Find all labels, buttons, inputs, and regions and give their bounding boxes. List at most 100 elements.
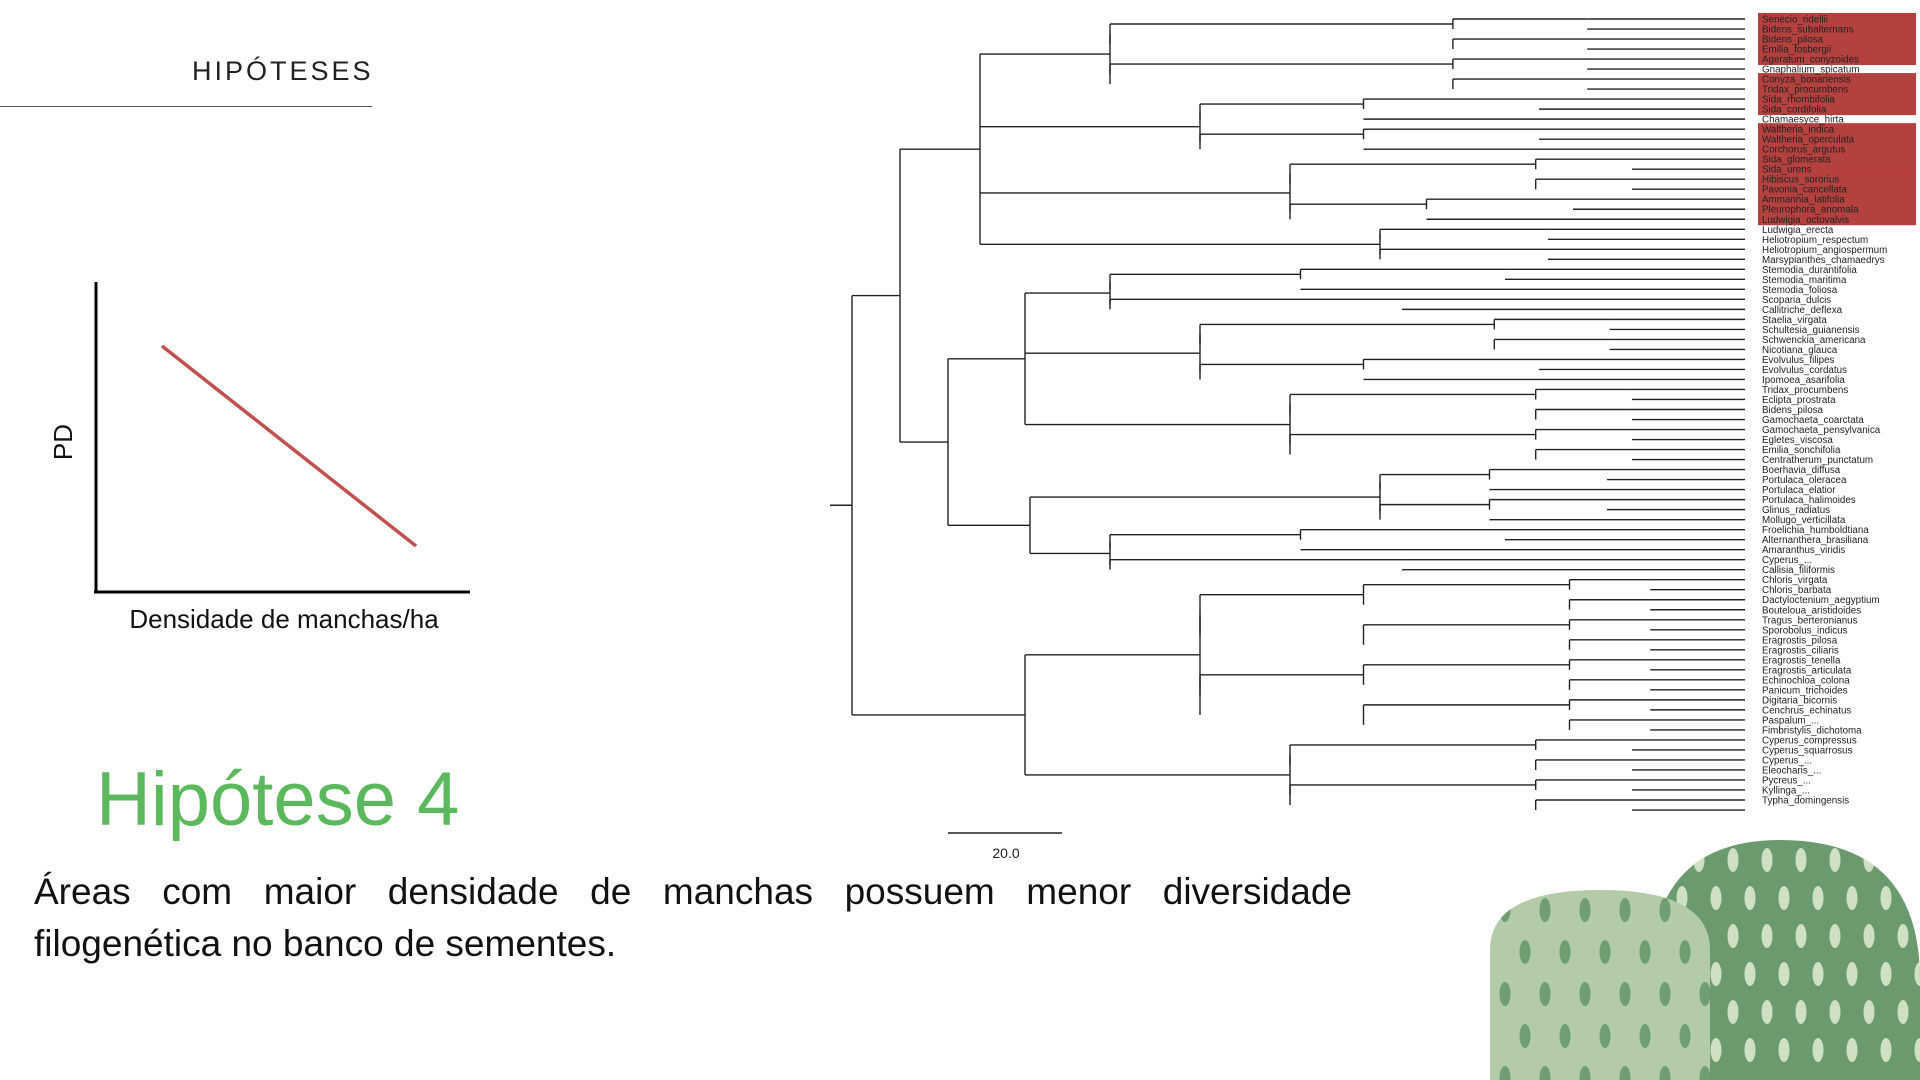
- tip-label: Sporobolus_indicus: [1762, 625, 1848, 636]
- leaf-dot: [1727, 1000, 1739, 1024]
- tip-label: Alternanthera_brasiliana: [1762, 535, 1869, 546]
- tip-label: Gnaphalium_spicatum: [1762, 65, 1859, 76]
- leaf-dot: [1744, 1038, 1756, 1062]
- leaf-dot: [1829, 1000, 1841, 1024]
- pd-density-chart: PD Densidade de manchas/ha: [48, 282, 470, 630]
- leaf-dot: [1897, 1000, 1909, 1024]
- leaf-dot: [1699, 1066, 1710, 1080]
- tip-label: Cyperus_compressus: [1762, 735, 1857, 746]
- tree-branches: [830, 18, 1745, 811]
- tip-label: Tragus_berteronianus: [1762, 615, 1858, 626]
- leaf-dot: [1619, 1066, 1631, 1080]
- leaf-dot: [1829, 924, 1841, 948]
- leaf-dot: [1519, 940, 1531, 964]
- tip-label: Waltheria_operculata: [1762, 135, 1855, 146]
- leaf-dot: [1539, 898, 1551, 922]
- leaf-dot: [1659, 898, 1671, 922]
- leaf-dot: [1795, 848, 1807, 872]
- tip-labels: Senecio_ridelliiBidens_subalternansBiden…: [1762, 15, 1887, 807]
- tip-label: Nicotiana_glauca: [1762, 345, 1838, 356]
- leaf-dot: [1761, 848, 1773, 872]
- tip-label: Pavonia_cancellata: [1762, 185, 1848, 196]
- leaf-dot: [1727, 924, 1739, 948]
- tip-label: Callisia_filiformis: [1762, 565, 1835, 576]
- tip-label: Sida_rhombifolia: [1762, 95, 1836, 106]
- leaf-dot: [1639, 1024, 1651, 1048]
- highlight-box: [1758, 123, 1916, 176]
- leaf-dot: [1914, 1038, 1920, 1062]
- leaf-dot: [1659, 1066, 1671, 1080]
- y-axis-label: PD: [48, 424, 78, 460]
- x-axis-label: Densidade de manchas/ha: [129, 604, 439, 630]
- leaf-dot: [1795, 1000, 1807, 1024]
- leaf-dot: [1795, 924, 1807, 948]
- section-label: HIPÓTESES: [192, 56, 374, 86]
- tip-label: Stemodia_foliosa: [1762, 285, 1838, 296]
- tip-label: Portulaca_oleracea: [1762, 475, 1847, 486]
- tip-label: Paspalum_...: [1762, 715, 1819, 726]
- leaf-dot: [1639, 940, 1651, 964]
- tip-label: Heliotropium_angiospermum: [1762, 245, 1887, 256]
- tip-label: Hibiscus_sororius: [1762, 175, 1839, 186]
- leaf-dot: [1679, 940, 1691, 964]
- tip-label: Conyza_bonariensis: [1762, 75, 1851, 86]
- leaf-dot: [1897, 848, 1909, 872]
- tip-label: Sida_glomerata: [1762, 155, 1831, 166]
- leaf-dot: [1619, 898, 1631, 922]
- tip-label: Eclipta_prostrata: [1762, 395, 1836, 406]
- highlight-box: [1758, 12, 1916, 66]
- tip-label: Schwenckia_americana: [1762, 335, 1866, 346]
- leaf-dot: [1880, 886, 1892, 910]
- trend-line: [160, 344, 418, 548]
- highlight-boxes: [1758, 12, 1916, 226]
- tip-label: Froelichia_humboldtiana: [1762, 525, 1869, 536]
- leaf-dot: [1812, 962, 1824, 986]
- leaf-dot: [1812, 886, 1824, 910]
- tip-label: Evolvulus_filipes: [1762, 355, 1835, 366]
- tip-label: Scoparia_dulcis: [1762, 295, 1831, 306]
- leaf-dot: [1579, 982, 1591, 1006]
- leaf-dot: [1699, 982, 1710, 1006]
- tip-label: Evolvulus_cordatus: [1762, 365, 1847, 376]
- decorative-bushes: [1490, 840, 1920, 1080]
- leaf-dot: [1778, 962, 1790, 986]
- tip-label: Marsypianthes_chamaedrys: [1762, 255, 1885, 266]
- scale-bar-label: 20.0: [992, 845, 1019, 861]
- tip-label: Gamochaeta_pensylvanica: [1762, 425, 1881, 436]
- tip-label: Portulaca_halimoides: [1762, 495, 1856, 506]
- phylogenetic-tree: Senecio_ridelliiBidens_subalternansBiden…: [830, 12, 1916, 861]
- tip-label: Chloris_barbata: [1762, 585, 1832, 596]
- tip-label: Schultesia_guianensis: [1762, 325, 1860, 336]
- tip-label: Cyperus_...: [1762, 555, 1812, 566]
- tip-label: Pleurophora_anomala: [1762, 205, 1859, 216]
- leaf-dot: [1863, 924, 1875, 948]
- tip-label: Eragrostis_tenella: [1762, 655, 1841, 666]
- leaf-dot: [1880, 962, 1892, 986]
- tip-label: Chamaesyce_hirta: [1762, 115, 1844, 126]
- leaf-dot: [1897, 924, 1909, 948]
- leaf-dot: [1761, 924, 1773, 948]
- leaf-dot: [1499, 982, 1511, 1006]
- leaf-dot: [1744, 886, 1756, 910]
- leaf-dot: [1559, 1024, 1571, 1048]
- leaf-dot: [1812, 1038, 1824, 1062]
- tip-label: Typha_domingensis: [1762, 796, 1849, 807]
- leaf-dot: [1619, 982, 1631, 1006]
- tip-label: Panicum_trichoides: [1762, 685, 1848, 696]
- tip-label: Cyperus_squarrosus: [1762, 745, 1852, 756]
- tip-label: Mollugo_verticillata: [1762, 515, 1846, 526]
- tip-label: Staelia_virgata: [1762, 315, 1827, 326]
- tip-label: Glinus_radiatus: [1762, 505, 1830, 516]
- tip-label: Sida_cordifolia: [1762, 105, 1827, 116]
- tip-label: Senecio_ridellii: [1762, 15, 1828, 26]
- leaf-dot: [1727, 848, 1739, 872]
- tip-label: Sida_urens: [1762, 165, 1812, 176]
- tip-label: Waltheria_indica: [1762, 125, 1835, 136]
- tip-label: Corchorus_argutus: [1762, 145, 1845, 156]
- leaf-dot: [1659, 848, 1671, 872]
- leaf-dot: [1914, 886, 1920, 910]
- leaf-dot: [1846, 886, 1858, 910]
- tip-label: Egletes_viscosa: [1762, 435, 1833, 446]
- light-bush: [1490, 890, 1710, 1080]
- tip-label: Tridax_procumbens: [1762, 385, 1848, 396]
